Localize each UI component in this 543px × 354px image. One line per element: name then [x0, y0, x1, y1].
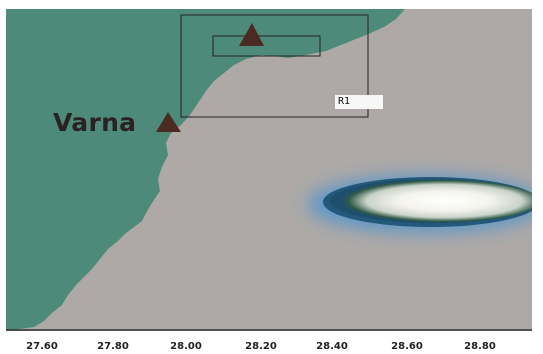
zoom-box-outer — [180, 14, 369, 118]
x-tick-label: 27.60 — [26, 341, 58, 352]
x-tick-label: 28.60 — [391, 341, 423, 352]
station-marker-varna — [156, 112, 181, 132]
x-tick-label: 28.00 — [170, 341, 202, 352]
x-tick-label: 28.20 — [245, 341, 277, 352]
x-tick-label: 27.80 — [97, 341, 129, 352]
city-label-varna: Varna — [53, 108, 137, 137]
x-tick-label: 28.40 — [316, 341, 348, 352]
zoom-box-inner — [212, 35, 321, 57]
region-label-r1: R1 — [335, 95, 383, 109]
x-tick-label: 28.80 — [464, 341, 496, 352]
station-marker-north — [239, 23, 264, 46]
plume-core — [330, 179, 532, 223]
map-canvas — [6, 9, 532, 331]
land-area — [6, 9, 405, 331]
